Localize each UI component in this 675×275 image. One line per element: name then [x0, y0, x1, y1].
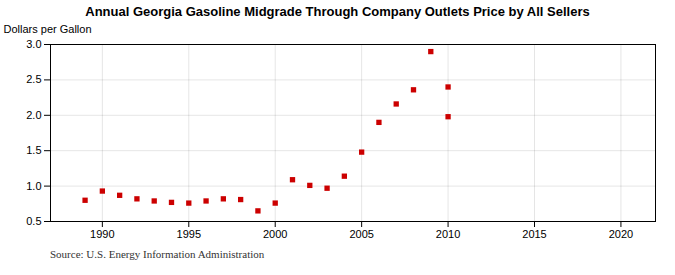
svg-text:1990: 1990 — [90, 228, 114, 240]
svg-text:0.5: 0.5 — [26, 215, 41, 227]
svg-text:1.0: 1.0 — [26, 180, 41, 192]
svg-text:2000: 2000 — [263, 228, 287, 240]
svg-text:2020: 2020 — [609, 228, 633, 240]
svg-text:Dollars per Gallon: Dollars per Gallon — [4, 23, 92, 35]
svg-text:1.5: 1.5 — [26, 144, 41, 156]
svg-text:2015: 2015 — [522, 228, 546, 240]
svg-text:2.5: 2.5 — [26, 73, 41, 85]
html-text:Annual Georgia Gasoline Midgra: Annual Georgia Gasoline Midgrade Through… — [85, 4, 590, 19]
svg-text:2.0: 2.0 — [26, 109, 41, 121]
svg-text:2005: 2005 — [349, 228, 373, 240]
svg-text:3.0: 3.0 — [26, 38, 41, 50]
html-text:Source: U.S. Energy Informatio: Source: U.S. Energy Information Administ… — [50, 248, 265, 260]
svg-text:2010: 2010 — [436, 228, 460, 240]
svg-text:1995: 1995 — [177, 228, 201, 240]
